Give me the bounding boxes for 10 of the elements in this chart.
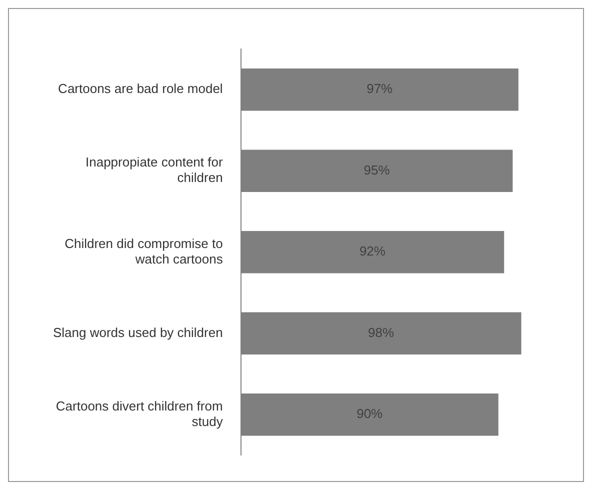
y-tick-label: Inappropiate content for children bbox=[85, 154, 224, 186]
data-label: 90% bbox=[356, 406, 384, 422]
data-label: 98% bbox=[368, 324, 394, 340]
data-label: 97% bbox=[366, 81, 394, 96]
y-tick-label: Cartoons are bad role model bbox=[58, 81, 223, 96]
y-tick-label: Slang words used by children bbox=[52, 324, 223, 340]
y-tick-label: Cartoons divert children from study bbox=[56, 398, 224, 429]
data-label: 95% bbox=[364, 162, 390, 178]
data-label: 92% bbox=[359, 244, 386, 259]
y-tick-label: Children did compromise to watch cartoons bbox=[64, 236, 224, 266]
